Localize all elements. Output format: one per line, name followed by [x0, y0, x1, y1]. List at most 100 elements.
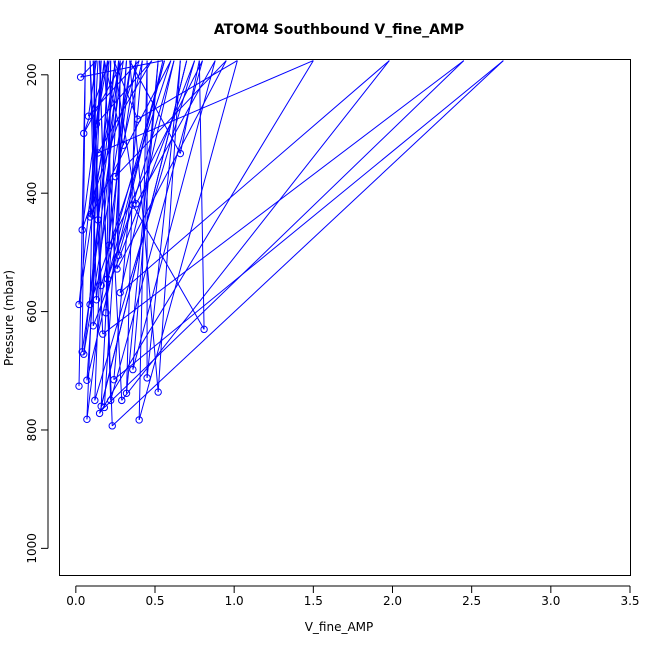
y-tick-label: 400 — [25, 182, 39, 205]
series-segment — [122, 60, 137, 146]
data-point — [92, 296, 101, 304]
x-tick-label: 2.0 — [383, 594, 402, 608]
series-segment — [97, 60, 121, 220]
data-point — [132, 200, 140, 208]
y-tick-label: 800 — [25, 419, 39, 442]
data-point — [108, 422, 116, 430]
series-segment — [198, 60, 205, 330]
data-point — [114, 251, 123, 260]
x-tick-label: 3.0 — [541, 594, 560, 608]
data-point — [78, 226, 86, 234]
series-segment — [99, 60, 113, 426]
data-point — [75, 382, 83, 390]
series-segment — [107, 204, 134, 280]
series-segment — [107, 60, 165, 280]
data-point — [75, 300, 83, 309]
series-segment — [95, 60, 108, 125]
y-tick-label: 600 — [25, 300, 39, 323]
series-segment — [132, 204, 205, 330]
data-point — [111, 172, 120, 181]
series-layer — [75, 60, 504, 430]
data-point — [154, 388, 162, 396]
data-point — [129, 365, 137, 374]
series-segment — [138, 60, 148, 420]
data-point — [200, 325, 208, 334]
series-segment — [129, 60, 181, 154]
series-segment — [108, 60, 112, 246]
data-point — [122, 389, 131, 397]
series-segment — [102, 60, 465, 335]
x-tick-label: 1.0 — [225, 594, 244, 608]
data-point — [119, 141, 128, 149]
x-axis-label: V_fine_AMP — [305, 620, 374, 634]
data-point — [100, 403, 109, 412]
series-segment — [83, 60, 124, 134]
series-segment — [115, 60, 227, 177]
series-segment — [89, 60, 121, 217]
series-segment — [119, 60, 390, 294]
x-axis: 0.0 0.5 1.0 1.5 2.0 2.5 3.0 3.5 — [66, 585, 640, 608]
data-point — [94, 149, 102, 157]
chart-title: ATOM4 Southbound V_fine_AMP — [214, 22, 464, 38]
data-point — [105, 241, 113, 249]
series-segment — [103, 60, 465, 408]
data-point — [76, 73, 85, 81]
data-point — [92, 120, 101, 128]
data-point — [99, 330, 107, 338]
series-segment — [81, 60, 86, 352]
data-point — [135, 416, 143, 424]
data-point — [106, 396, 115, 405]
series-segment — [92, 60, 99, 220]
series-segment — [89, 60, 99, 217]
data-point — [133, 115, 142, 123]
x-tick-label: 1.5 — [304, 594, 323, 608]
data-point — [176, 149, 185, 158]
data-point — [143, 374, 151, 382]
data-point — [97, 281, 105, 290]
series-segment — [129, 60, 159, 393]
y-axis: 200 400 600 800 1000 — [25, 63, 49, 564]
x-tick-label: 3.5 — [620, 594, 639, 608]
data-point — [118, 396, 126, 405]
series-segment — [97, 60, 314, 154]
data-point — [102, 309, 110, 317]
y-tick-label: 200 — [25, 63, 39, 86]
series-segment — [89, 60, 97, 300]
data-point — [113, 265, 121, 273]
data-point — [129, 201, 137, 209]
series-segment — [97, 60, 153, 154]
series-segment — [137, 60, 238, 120]
data-point — [84, 112, 93, 120]
series-segment — [100, 60, 120, 407]
x-tick-label: 2.5 — [462, 594, 481, 608]
series-segment — [132, 60, 159, 370]
series-segment — [99, 60, 314, 414]
data-point — [103, 275, 112, 283]
x-tick-label: 0.5 — [145, 594, 164, 608]
series-segment — [103, 60, 123, 401]
y-tick-label: 1000 — [25, 533, 39, 564]
series-segment — [126, 60, 159, 394]
data-point — [95, 409, 104, 418]
data-point — [83, 415, 91, 424]
series-segment — [110, 60, 203, 401]
data-point — [97, 402, 105, 410]
y-axis-label: Pressure (mbar) — [2, 270, 16, 366]
series-segment — [132, 60, 216, 370]
series-segment — [100, 60, 165, 286]
data-point — [86, 213, 94, 221]
series-segment — [157, 60, 181, 393]
series-segment — [121, 60, 390, 401]
data-point — [89, 322, 97, 330]
series-segment — [118, 60, 175, 256]
plot-area — [59, 59, 631, 576]
x-tick-label: 0.0 — [66, 594, 85, 608]
data-point — [80, 129, 88, 138]
series-segment — [113, 60, 137, 204]
series-segment — [114, 60, 143, 177]
series-segment — [113, 60, 504, 381]
data-point — [116, 288, 124, 297]
data-point — [94, 216, 102, 224]
data-point — [110, 375, 118, 384]
